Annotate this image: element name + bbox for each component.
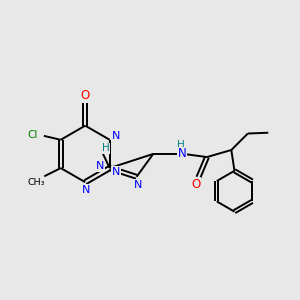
Text: O: O: [81, 89, 90, 102]
Text: N: N: [112, 167, 120, 177]
Text: N: N: [112, 131, 120, 141]
Text: H: H: [177, 140, 184, 150]
Text: N: N: [178, 147, 187, 161]
Text: O: O: [191, 178, 201, 191]
Text: N: N: [134, 180, 142, 190]
Text: CH₃: CH₃: [28, 178, 45, 187]
Text: Cl: Cl: [28, 130, 38, 140]
Text: N: N: [82, 185, 90, 195]
Text: H: H: [102, 143, 110, 153]
Text: N: N: [96, 161, 104, 171]
